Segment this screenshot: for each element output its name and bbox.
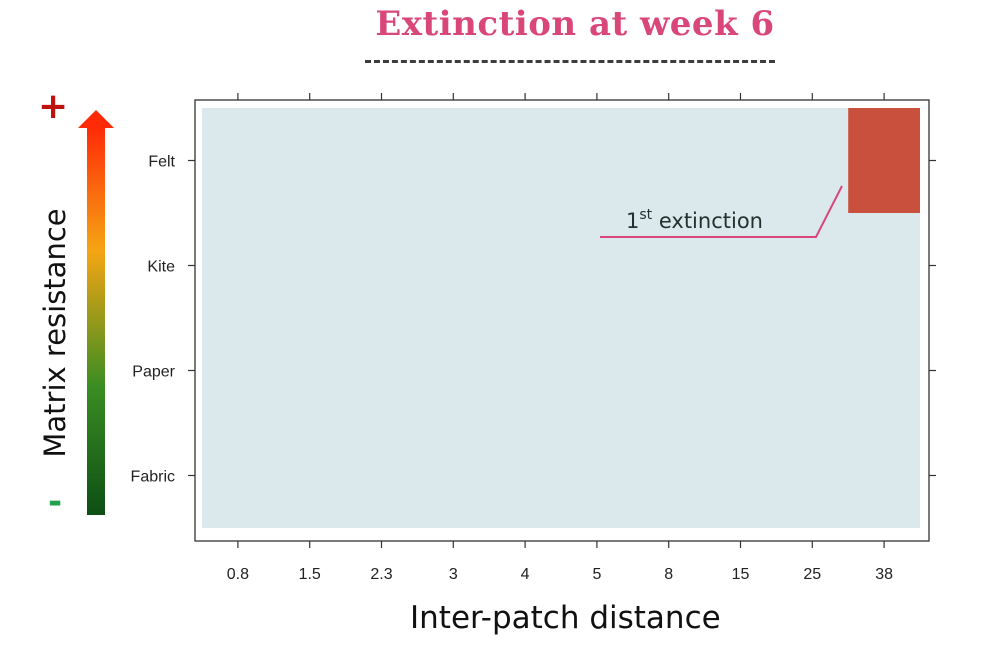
resistance-arrow-shaft [87,127,105,515]
x-axis-title: Inter-patch distance [410,600,721,636]
y-tick-label: Kite [147,259,175,276]
x-tick-label: 0.8 [227,566,249,583]
x-tick-label: 38 [875,566,893,583]
first-extinction-annotation: 1st extinction [600,185,843,238]
heatmap-background [202,108,920,528]
y-tick-label: Felt [148,154,175,171]
y-tick-label: Fabric [131,469,175,486]
high-resistance-label: + [38,86,69,127]
x-tick-label: 2.3 [370,566,392,583]
x-tick-label: 25 [803,566,821,583]
resistance-arrow [78,110,114,515]
plot-area: 0.8 1.5 2.3 3 4 5 8 15 25 38 Felt Kite Paper Fabric [131,93,936,583]
annotation-text: 1st extinction [626,207,763,233]
low-resistance-label: - [48,482,63,522]
resistance-arrow-head [78,110,114,128]
x-tick-label: 8 [664,566,673,583]
y-tick-label: Paper [132,364,175,381]
annotation-leader-line [600,185,843,238]
x-tick-label: 3 [449,566,458,583]
x-tick-label: 5 [592,566,601,583]
x-tick-label: 15 [732,566,750,583]
x-tick-label: 4 [521,566,530,583]
heatmap-cell-felt-38 [848,108,920,213]
chart-title: Extinction at week 6 [375,4,775,44]
x-tick-label: 1.5 [299,566,321,583]
title-underline [365,60,775,63]
